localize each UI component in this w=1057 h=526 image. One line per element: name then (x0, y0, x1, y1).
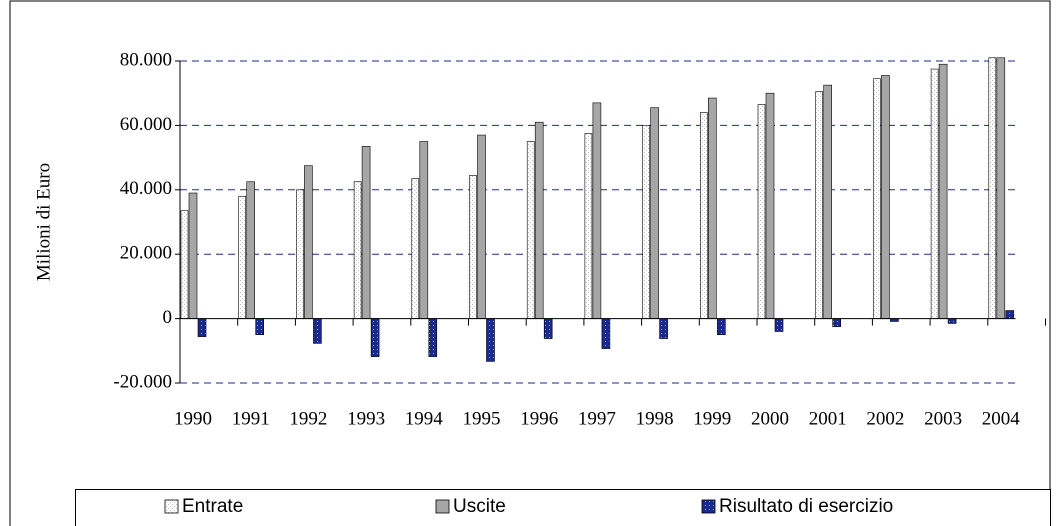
legend-label: Uscite (453, 496, 506, 517)
bar (188, 192, 198, 319)
bar (419, 141, 429, 319)
bar (584, 133, 593, 319)
x-tick-label: 1992 (289, 408, 327, 429)
bar (765, 92, 775, 319)
y-tick-label: 0 (163, 307, 173, 328)
bar (930, 68, 939, 319)
bar (180, 210, 189, 319)
bar (526, 141, 535, 319)
bar (823, 84, 833, 319)
legend-label: Entrate (182, 496, 243, 517)
legend-swatch (701, 499, 716, 514)
bar (873, 78, 881, 319)
x-tick-label: 1991 (232, 408, 270, 429)
bar (592, 102, 602, 319)
bar (428, 318, 438, 357)
x-tick-label: 1996 (520, 408, 558, 429)
legend-label: Risultato di esercizio (719, 496, 893, 517)
bar (304, 165, 313, 319)
bar (534, 121, 544, 319)
x-tick-label: 1993 (347, 408, 385, 429)
bar (296, 189, 304, 319)
legend-swatch (435, 499, 450, 514)
bar (601, 318, 611, 349)
bar (313, 318, 322, 344)
x-tick-label: 1990 (174, 408, 212, 429)
x-tick-label: 2001 (809, 408, 847, 429)
bar (650, 107, 659, 319)
bar (246, 181, 255, 319)
y-tick-label: -20.000 (113, 371, 172, 392)
bar (197, 318, 207, 337)
bar (716, 318, 726, 336)
bar (238, 195, 246, 319)
bar (938, 63, 948, 319)
bar (370, 318, 380, 357)
x-tick-label: 1999 (693, 408, 731, 429)
x-tick-label: 2002 (866, 408, 904, 429)
bar (255, 318, 264, 336)
bar (1005, 310, 1015, 319)
x-tick-label: 1998 (636, 408, 674, 429)
bar (469, 175, 477, 319)
x-tick-label: 2000 (751, 408, 789, 429)
bar (486, 318, 495, 362)
bar (353, 181, 362, 319)
bar (659, 318, 668, 339)
x-tick-label: 1995 (463, 408, 501, 429)
legend-swatch (164, 499, 179, 514)
bar (757, 104, 766, 319)
y-tick-label: 60.000 (120, 114, 172, 135)
bar (947, 318, 957, 324)
y-tick-label: 80.000 (120, 49, 172, 70)
y-axis-label: Milioni di Euro (33, 163, 54, 281)
x-tick-label: 2004 (982, 408, 1021, 429)
frame (9, 0, 1051, 526)
bar (411, 178, 420, 319)
bar (881, 75, 890, 319)
bar (996, 57, 1006, 319)
y-tick-label: 40.000 (120, 178, 172, 199)
bar (988, 57, 997, 319)
bar (699, 112, 708, 319)
bar (543, 318, 553, 339)
bar (774, 318, 784, 332)
bar (832, 318, 842, 327)
legend-box (75, 489, 1051, 526)
bar (815, 91, 824, 319)
x-tick-label: 1994 (405, 408, 444, 429)
y-tick-label: 20.000 (120, 243, 172, 264)
bar (361, 146, 371, 319)
x-tick-label: 1997 (578, 408, 616, 429)
x-tick-label: 2003 (924, 408, 962, 429)
bar (477, 134, 486, 319)
bar (707, 97, 717, 319)
bar (642, 125, 650, 319)
